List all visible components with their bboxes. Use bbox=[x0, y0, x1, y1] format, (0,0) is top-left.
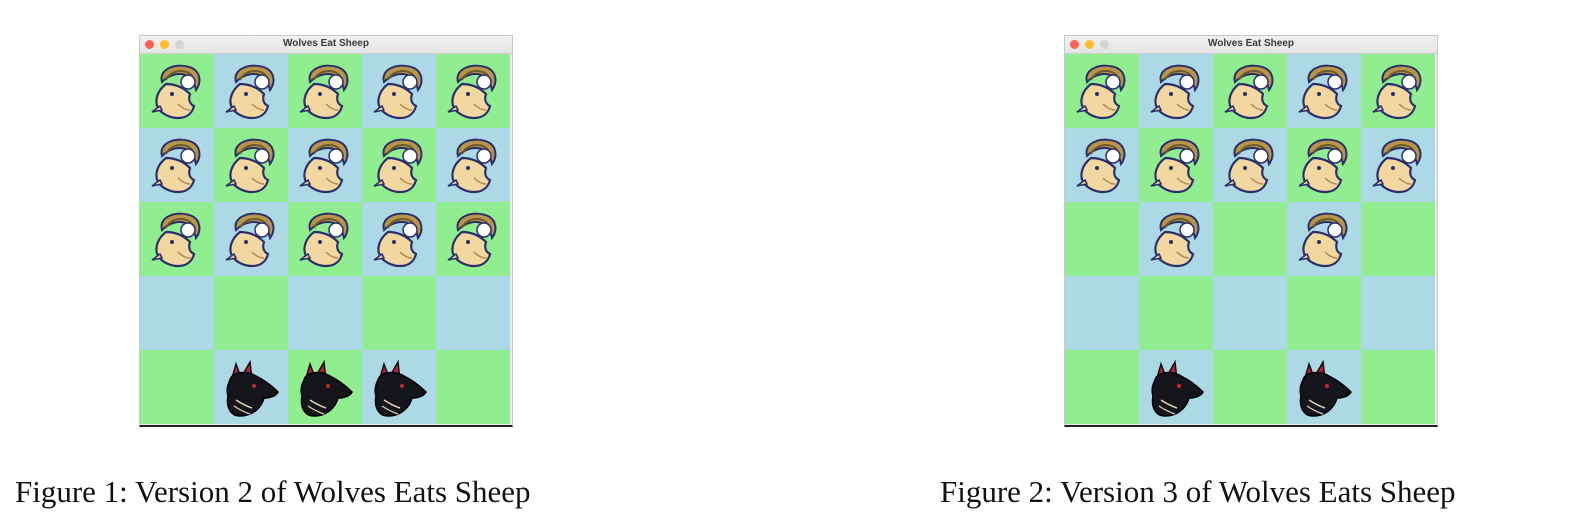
sheep-icon[interactable] bbox=[222, 60, 280, 122]
board-cell[interactable] bbox=[436, 202, 510, 276]
window-title: Wolves Eat Sheep bbox=[283, 38, 369, 49]
game-board bbox=[140, 54, 512, 424]
board-cell[interactable] bbox=[1213, 128, 1287, 202]
board-cell[interactable] bbox=[140, 350, 214, 424]
zoom-button[interactable] bbox=[1100, 40, 1109, 49]
minimize-button[interactable] bbox=[160, 40, 169, 49]
board-cell[interactable] bbox=[214, 128, 288, 202]
close-button[interactable] bbox=[145, 40, 154, 49]
board-cell[interactable] bbox=[140, 54, 214, 128]
wolf-icon[interactable] bbox=[1147, 356, 1205, 418]
sheep-icon[interactable] bbox=[1369, 60, 1427, 122]
sheep-icon[interactable] bbox=[370, 134, 428, 196]
board-cell[interactable] bbox=[1065, 54, 1139, 128]
sheep-icon[interactable] bbox=[148, 208, 206, 270]
board-cell[interactable] bbox=[1361, 276, 1435, 350]
board-cell[interactable] bbox=[436, 128, 510, 202]
sheep-icon[interactable] bbox=[1147, 134, 1205, 196]
game-window-2: Wolves Eat Sheep bbox=[1064, 35, 1438, 427]
board-cell[interactable] bbox=[362, 202, 436, 276]
sheep-icon[interactable] bbox=[1073, 134, 1131, 196]
minimize-button[interactable] bbox=[1085, 40, 1094, 49]
board-cell[interactable] bbox=[362, 350, 436, 424]
board-cell[interactable] bbox=[1287, 202, 1361, 276]
sheep-icon[interactable] bbox=[444, 60, 502, 122]
board-cell[interactable] bbox=[1361, 128, 1435, 202]
board-cell[interactable] bbox=[1065, 276, 1139, 350]
board-cell[interactable] bbox=[1361, 202, 1435, 276]
board-cell[interactable] bbox=[140, 276, 214, 350]
board-cell[interactable] bbox=[214, 202, 288, 276]
board-cell[interactable] bbox=[1139, 276, 1213, 350]
wolf-icon[interactable] bbox=[222, 356, 280, 418]
board-cell[interactable] bbox=[1287, 54, 1361, 128]
board-cell[interactable] bbox=[1287, 276, 1361, 350]
board-cell[interactable] bbox=[436, 350, 510, 424]
board-cell[interactable] bbox=[1287, 350, 1361, 424]
board-cell[interactable] bbox=[288, 276, 362, 350]
board-cell[interactable] bbox=[288, 54, 362, 128]
board-cell[interactable] bbox=[1287, 128, 1361, 202]
board-cell[interactable] bbox=[1065, 128, 1139, 202]
sheep-icon[interactable] bbox=[296, 134, 354, 196]
sheep-icon[interactable] bbox=[1369, 134, 1427, 196]
board-cell[interactable] bbox=[436, 54, 510, 128]
game-board bbox=[1065, 54, 1437, 424]
board-cell[interactable] bbox=[436, 276, 510, 350]
sheep-icon[interactable] bbox=[444, 208, 502, 270]
board-cell[interactable] bbox=[1139, 54, 1213, 128]
board-cell[interactable] bbox=[140, 128, 214, 202]
wolf-icon[interactable] bbox=[296, 356, 354, 418]
wolf-icon[interactable] bbox=[1295, 356, 1353, 418]
wolf-icon[interactable] bbox=[370, 356, 428, 418]
board-cell[interactable] bbox=[362, 128, 436, 202]
sheep-icon[interactable] bbox=[222, 134, 280, 196]
figure-caption: Figure 1: Version 2 of Wolves Eats Sheep bbox=[15, 474, 531, 509]
board-cell[interactable] bbox=[1361, 350, 1435, 424]
board-cell[interactable] bbox=[214, 54, 288, 128]
board-cell[interactable] bbox=[362, 276, 436, 350]
sheep-icon[interactable] bbox=[296, 60, 354, 122]
window-titlebar[interactable]: Wolves Eat Sheep bbox=[140, 36, 512, 54]
board-cell[interactable] bbox=[1361, 54, 1435, 128]
board-cell[interactable] bbox=[288, 350, 362, 424]
sheep-icon[interactable] bbox=[296, 208, 354, 270]
game-window-1: Wolves Eat Sheep bbox=[139, 35, 513, 427]
board-cell[interactable] bbox=[214, 350, 288, 424]
sheep-icon[interactable] bbox=[1147, 60, 1205, 122]
sheep-icon[interactable] bbox=[370, 208, 428, 270]
sheep-icon[interactable] bbox=[1295, 134, 1353, 196]
sheep-icon[interactable] bbox=[370, 60, 428, 122]
board-cell[interactable] bbox=[1065, 350, 1139, 424]
board-cell[interactable] bbox=[1213, 276, 1287, 350]
board-cell[interactable] bbox=[1213, 350, 1287, 424]
board-cell[interactable] bbox=[288, 202, 362, 276]
sheep-icon[interactable] bbox=[1147, 208, 1205, 270]
figure-caption: Figure 2: Version 3 of Wolves Eats Sheep bbox=[940, 474, 1456, 509]
board-cell[interactable] bbox=[288, 128, 362, 202]
board-cell[interactable] bbox=[1213, 202, 1287, 276]
board-cell[interactable] bbox=[1213, 54, 1287, 128]
close-button[interactable] bbox=[1070, 40, 1079, 49]
board-cell[interactable] bbox=[1139, 128, 1213, 202]
sheep-icon[interactable] bbox=[1295, 208, 1353, 270]
board-cell[interactable] bbox=[1139, 202, 1213, 276]
window-title: Wolves Eat Sheep bbox=[1208, 38, 1294, 49]
board-cell[interactable] bbox=[1139, 350, 1213, 424]
sheep-icon[interactable] bbox=[1295, 60, 1353, 122]
board-cell[interactable] bbox=[140, 202, 214, 276]
sheep-icon[interactable] bbox=[1073, 60, 1131, 122]
sheep-icon[interactable] bbox=[444, 134, 502, 196]
board-cell[interactable] bbox=[1065, 202, 1139, 276]
sheep-icon[interactable] bbox=[148, 134, 206, 196]
zoom-button[interactable] bbox=[175, 40, 184, 49]
window-titlebar[interactable]: Wolves Eat Sheep bbox=[1065, 36, 1437, 54]
board-cell[interactable] bbox=[362, 54, 436, 128]
board-cell[interactable] bbox=[214, 276, 288, 350]
sheep-icon[interactable] bbox=[1221, 60, 1279, 122]
sheep-icon[interactable] bbox=[222, 208, 280, 270]
sheep-icon[interactable] bbox=[1221, 134, 1279, 196]
sheep-icon[interactable] bbox=[148, 60, 206, 122]
